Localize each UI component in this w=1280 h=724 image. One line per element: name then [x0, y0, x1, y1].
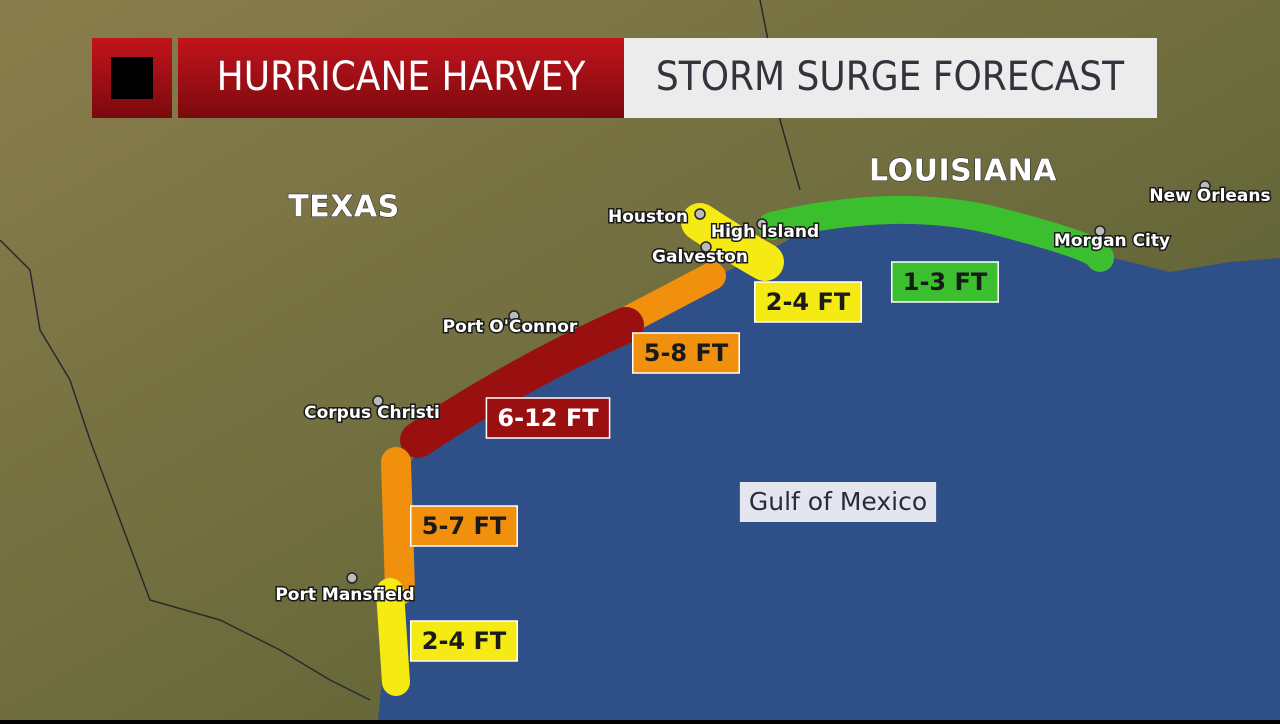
city-dot: [346, 572, 358, 584]
subtitle: STORM SURGE FORECAST: [656, 54, 1125, 100]
surge-label-text: 5-7 FT: [422, 512, 507, 540]
surge-label-box: [632, 332, 740, 374]
surge-band: [681, 203, 784, 281]
surge-label-text: 5-8 FT: [644, 339, 729, 367]
subtitle-box: [624, 38, 1157, 118]
city-label: Morgan City: [1054, 231, 1170, 251]
border: [0, 239, 371, 701]
surge-label-box: [410, 620, 518, 662]
surge-label-text: 6-12 FT: [497, 404, 599, 432]
city-dot: [694, 208, 706, 220]
city-label: Port O'Connor: [443, 317, 578, 337]
surge-label-box: [891, 261, 999, 303]
city-dot: [1094, 225, 1106, 237]
surge-band: [376, 578, 410, 696]
surge-band: [618, 262, 726, 332]
surge-band: [381, 447, 415, 605]
surge-band: [400, 307, 644, 458]
surge-label-box: [485, 397, 611, 439]
surge-label: 6-12 FT: [485, 397, 611, 439]
surge-label: 2-4 FT: [754, 281, 862, 323]
water-label: Gulf of Mexico: [749, 487, 927, 516]
surge-label-text: 2-4 FT: [766, 288, 851, 316]
city-label: Port Mansfield: [275, 585, 414, 605]
surge-band: [758, 195, 1114, 272]
city-label: Corpus Christi: [304, 403, 440, 423]
logo: [111, 57, 153, 99]
labels: 1-3 FT 2-4 FT 5-8 FT 6-12 FT 5-7 FT 2-4 FT TEX…: [274, 153, 1272, 662]
city-dot: [700, 241, 712, 253]
surge-label-text: 2-4 FT: [422, 627, 507, 655]
surge-label: 5-7 FT: [410, 505, 518, 547]
surge-label: 1-3 FT: [891, 261, 999, 303]
city-label: Galveston: [652, 247, 748, 267]
surge-label-box: [410, 505, 518, 547]
city-label: New Orleans: [1149, 186, 1270, 206]
region-label: TEXAS: [288, 190, 399, 225]
city-label: Houston: [608, 207, 688, 227]
region-label: LOUISIANA: [869, 154, 1057, 189]
title: HURRICANE HARVEY: [217, 54, 587, 100]
city-dot: [756, 218, 768, 230]
water-label-box: [739, 482, 937, 522]
title-box: [178, 38, 624, 118]
surge-bands: [376, 195, 1114, 696]
city-label: High Island: [711, 222, 819, 242]
surge-label-box: [754, 281, 862, 323]
surge-label: 5-8 FT: [632, 332, 740, 374]
surge-label-text: 1-3 FT: [903, 268, 988, 296]
city-dot: [508, 310, 520, 322]
city-dot: [372, 395, 384, 407]
city-dot: [1199, 180, 1211, 192]
surge-label: 2-4 FT: [410, 620, 518, 662]
